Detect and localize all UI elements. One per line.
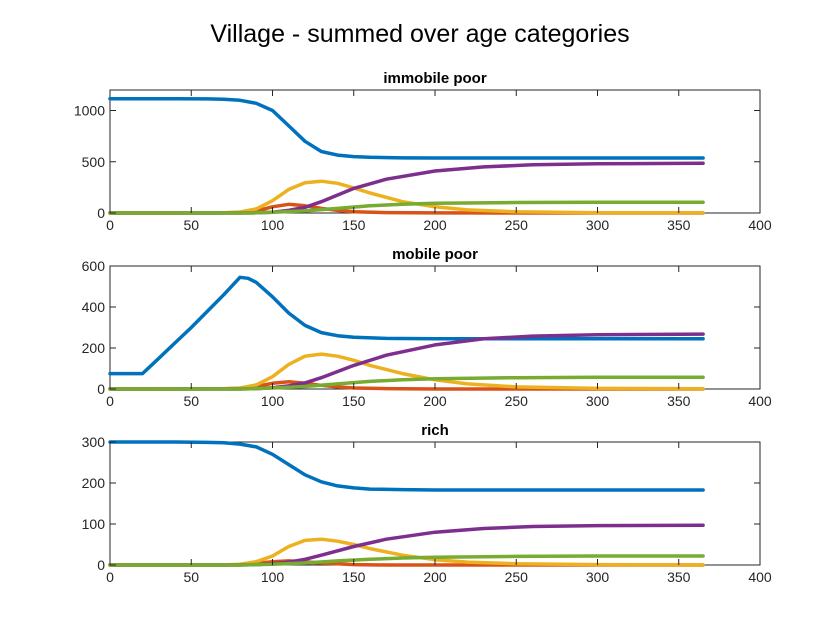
series-line-yellow xyxy=(108,352,705,391)
x-tick-label: 200 xyxy=(423,569,447,585)
x-tick-label: 0 xyxy=(106,217,114,233)
subplot-mobile-poor: mobile poor 0 50 100 150 200 250 300 350 400 0 200… xyxy=(82,246,772,409)
y-tick-label: 1000 xyxy=(74,103,105,119)
y-tick-label: 0 xyxy=(97,381,105,397)
x-tick-label: 100 xyxy=(261,393,285,409)
subplot-title: rich xyxy=(421,422,449,439)
x-tick-label: 400 xyxy=(748,393,772,409)
subplot-title: immobile poor xyxy=(383,70,487,87)
y-tick-label: 200 xyxy=(82,475,106,491)
subplot-rich: rich 0 50 100 150 200 250 300 350 400 0 100 200 300 xyxy=(82,422,772,585)
x-tick-label: 0 xyxy=(106,393,114,409)
y-tick-label: 500 xyxy=(82,154,106,170)
y-tick-label: 0 xyxy=(97,557,105,573)
x-tick-label: 250 xyxy=(505,393,529,409)
series-line-blue xyxy=(108,96,705,160)
x-tick-label: 50 xyxy=(183,393,199,409)
x-tick-label: 300 xyxy=(586,393,610,409)
x-tick-label: 300 xyxy=(586,217,610,233)
series-group xyxy=(108,96,705,215)
x-tick-label: 50 xyxy=(183,569,199,585)
series-group xyxy=(108,275,705,391)
y-tick-label: 400 xyxy=(82,299,106,315)
subplot-title: mobile poor xyxy=(392,246,478,263)
y-tick-label: 0 xyxy=(97,205,105,221)
x-tick-label: 150 xyxy=(342,569,366,585)
subplot-immobile-poor: immobile poor 0 50 100 150 200 250 300 350 400 0 5… xyxy=(74,70,772,233)
x-tick-label: 350 xyxy=(667,393,691,409)
figure-title: Village - summed over age categories xyxy=(210,20,629,48)
y-tick-label: 100 xyxy=(82,516,106,532)
x-tick-label: 0 xyxy=(106,569,114,585)
axis-ticks: 0 50 100 150 200 250 300 350 400 0 200 400 600 xyxy=(82,258,772,409)
y-tick-label: 200 xyxy=(82,340,106,356)
plot-area xyxy=(109,89,761,214)
series-group xyxy=(108,440,705,567)
series-line-blue xyxy=(108,440,705,492)
x-tick-label: 250 xyxy=(505,217,529,233)
y-tick-label: 600 xyxy=(82,258,106,274)
plot-area xyxy=(109,441,761,566)
series-line-yellow xyxy=(108,537,705,567)
x-tick-label: 250 xyxy=(505,569,529,585)
axis-ticks: 0 50 100 150 200 250 300 350 400 0 100 200 300 xyxy=(82,434,772,585)
y-tick-label: 300 xyxy=(82,434,106,450)
series-line-green xyxy=(108,375,705,391)
x-tick-label: 400 xyxy=(748,569,772,585)
x-tick-label: 350 xyxy=(667,217,691,233)
series-line-blue xyxy=(108,275,705,376)
x-tick-label: 300 xyxy=(586,569,610,585)
axis-ticks: 0 50 100 150 200 250 300 350 400 0 500 1000 xyxy=(74,90,772,233)
x-tick-label: 150 xyxy=(342,217,366,233)
x-tick-label: 50 xyxy=(183,217,199,233)
x-tick-label: 150 xyxy=(342,393,366,409)
x-tick-label: 350 xyxy=(667,569,691,585)
x-tick-label: 100 xyxy=(261,217,285,233)
x-tick-label: 200 xyxy=(423,393,447,409)
plot-area xyxy=(109,265,761,390)
x-tick-label: 100 xyxy=(261,569,285,585)
series-line-yellow xyxy=(108,179,705,215)
x-tick-label: 200 xyxy=(423,217,447,233)
x-tick-label: 400 xyxy=(748,217,772,233)
